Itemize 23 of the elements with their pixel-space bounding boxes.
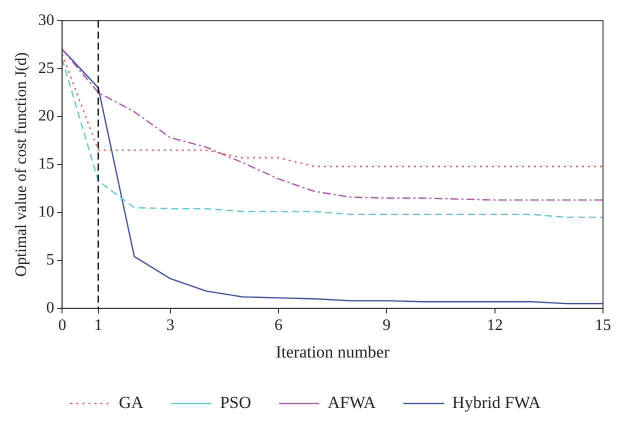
legend-label: Hybrid FWA [452,392,542,412]
legend-label: GA [118,392,144,412]
x-tick-label: 15 [595,317,611,334]
y-tick-label: 25 [38,60,54,77]
y-tick-label: 10 [38,204,54,221]
x-tick-label: 9 [382,317,391,334]
line-series [62,58,603,218]
x-tick-label: 12 [486,317,503,334]
y-axis-title: Optimal value of cost function J(d) [12,52,30,277]
y-tick-label: 30 [38,12,54,29]
line-series [62,54,603,168]
y-tick-label: 0 [46,300,54,317]
legend-label: AFWA [328,392,377,412]
y-tick-label: 15 [38,156,54,173]
x-tick-label: 6 [274,317,283,334]
y-tick-label: 20 [38,108,54,125]
x-tick-label: 1 [94,317,102,334]
line-series [62,48,603,201]
y-tick-label: 5 [46,252,54,269]
x-axis-title: Iteration number [276,342,390,362]
x-tick-label: 3 [166,317,174,334]
legend-label: PSO [220,392,252,412]
x-tick-label: 0 [58,317,66,334]
